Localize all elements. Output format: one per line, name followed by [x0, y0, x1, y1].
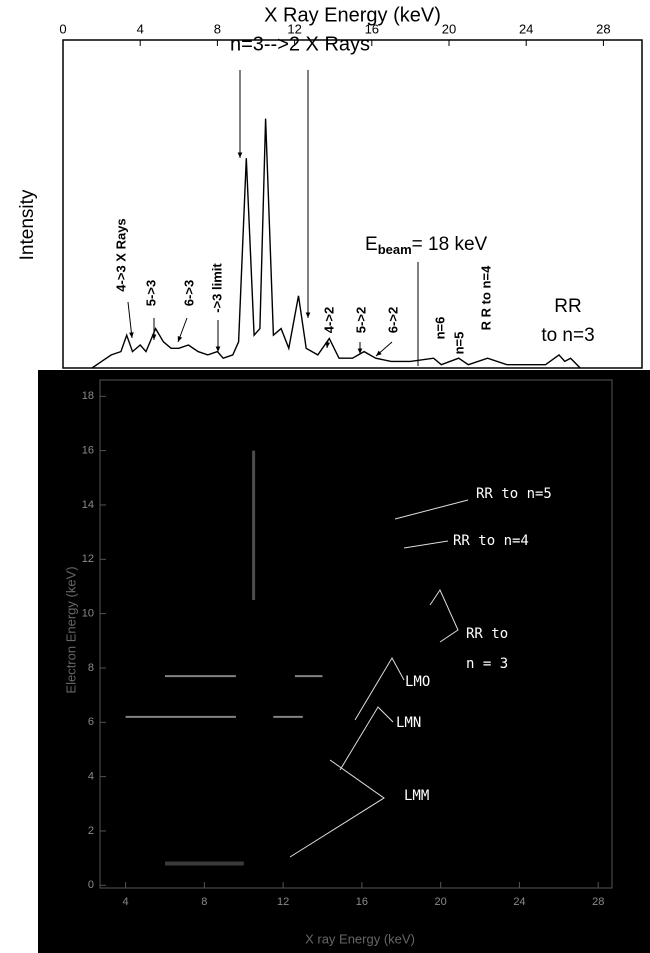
y-tick-label: 4 — [88, 771, 94, 783]
annotation: RR to n=5 — [476, 486, 552, 502]
arrow-head — [238, 152, 243, 158]
annotation-part: beam — [378, 242, 412, 257]
annotation: LMN — [396, 715, 421, 731]
arrow-head — [325, 342, 330, 348]
y-axis-title: Electron Energy (keV) — [63, 566, 78, 693]
y-tick-label: 14 — [82, 499, 94, 511]
annotation: 4->3 X Rays — [113, 218, 128, 291]
annotation: LMM — [404, 788, 429, 804]
x-tick-label: 12 — [277, 896, 289, 908]
x-tick-label: 4 — [137, 21, 144, 36]
annotation: 5->2 — [353, 307, 368, 333]
x-tick-label: 8 — [214, 21, 221, 36]
annotation: n=3-->2 X Rays — [230, 33, 370, 55]
annotation: RR to — [466, 626, 508, 642]
y-tick-label: 2 — [88, 825, 94, 837]
annotation-part: = 18 keV — [412, 234, 488, 255]
x-tick-label: 4 — [123, 896, 129, 908]
annotation: n=6 — [432, 317, 447, 340]
annotation: n = 3 — [466, 656, 508, 672]
y-tick-label: 10 — [82, 608, 94, 620]
annotation: 4->2 — [321, 307, 336, 333]
annotation: 6->2 — [385, 307, 400, 333]
y-tick-label: 16 — [82, 445, 94, 457]
annotation: RR to n=4 — [453, 533, 529, 549]
arrow-head — [306, 312, 311, 318]
image-background — [38, 370, 650, 953]
annotation: RR — [554, 296, 581, 317]
x-tick-label: 20 — [442, 21, 456, 36]
y-tick-label: 0 — [88, 879, 94, 891]
x-tick-label: 24 — [519, 21, 533, 36]
y-tick-label: 12 — [82, 553, 94, 565]
annotation: LMO — [405, 674, 430, 690]
annotation: ->3 limit — [209, 263, 224, 313]
arrow-head — [178, 336, 182, 342]
x-tick-label: 24 — [513, 896, 525, 908]
arrow-head — [216, 346, 221, 352]
y-axis-title: Intensity — [17, 189, 38, 260]
annotation: n=5 — [451, 332, 466, 355]
x-tick-label: 16 — [356, 896, 368, 908]
x-tick-label: 20 — [435, 896, 447, 908]
y-tick-label: 6 — [88, 716, 94, 728]
annotation: Ebeam= 18 keV — [365, 234, 488, 257]
x-tick-label: 8 — [201, 896, 207, 908]
annotation: 6->3 — [181, 280, 196, 306]
figure: X Ray Energy (keV)Intensity0481216202428… — [0, 0, 650, 953]
x-axis-title: X ray Energy (keV) — [305, 931, 415, 946]
annotation-part: E — [365, 234, 378, 255]
x-tick-label: 0 — [59, 21, 66, 36]
annotation: 5->3 — [143, 280, 158, 306]
arrow-head — [129, 332, 134, 338]
y-tick-label: 18 — [82, 390, 94, 402]
y-tick-label: 8 — [88, 662, 94, 674]
annotation: R R to n=4 — [478, 265, 493, 330]
annotation: to n=3 — [541, 325, 594, 346]
x-tick-label: 28 — [592, 896, 604, 908]
x-tick-label: 28 — [596, 21, 610, 36]
